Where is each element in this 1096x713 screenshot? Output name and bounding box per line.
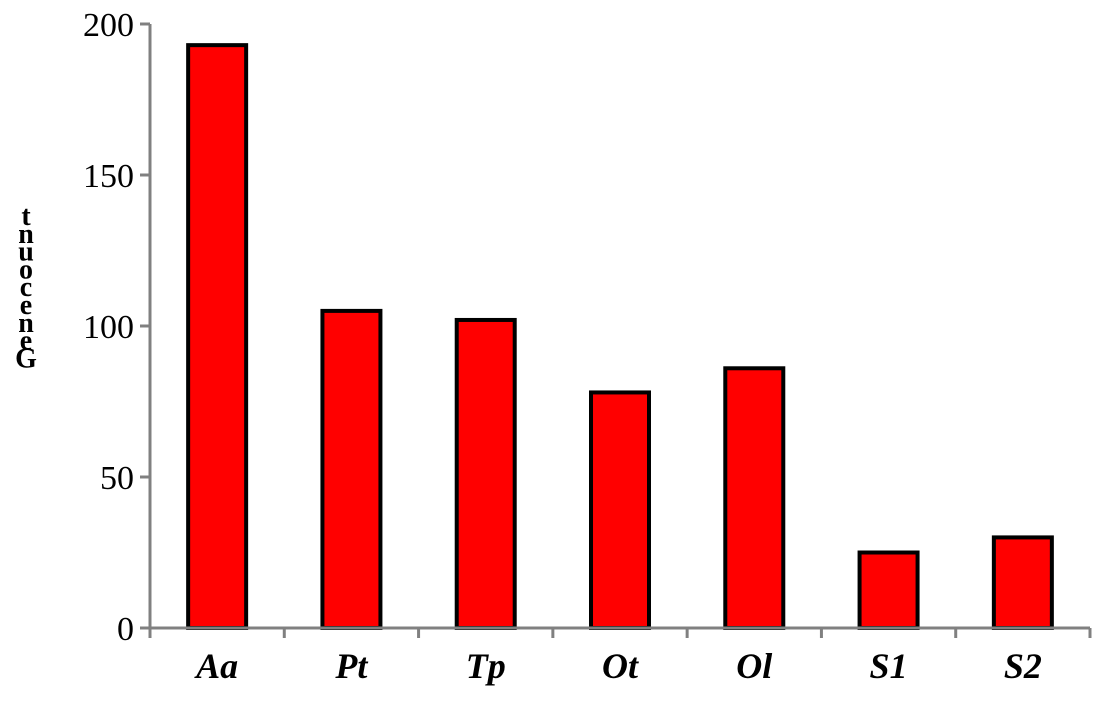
x-category-label: Ot — [602, 646, 639, 686]
bar-aa — [186, 43, 249, 630]
bar-tp — [454, 317, 517, 630]
bar-s1 — [857, 550, 920, 630]
y-tick-label: 200 — [83, 7, 134, 44]
axes-group — [140, 22, 1092, 638]
x-category-label: Tp — [466, 646, 506, 686]
bar-ot — [589, 390, 651, 630]
y-tick-label: 50 — [100, 460, 134, 497]
bars-group — [186, 43, 1054, 631]
x-category-label: Aa — [194, 646, 238, 686]
x-category-label: Pt — [334, 646, 368, 686]
labels-group: 0 50 100 150 200 Aa Pt Tp Ot Ol S1 S2 t n u o c e n e G — [15, 7, 1042, 686]
bar-s2 — [991, 535, 1054, 631]
y-tick-label: 0 — [117, 611, 134, 648]
x-category-label: Ol — [736, 646, 772, 686]
bar-pt — [320, 308, 383, 630]
x-category-label: S1 — [870, 646, 908, 686]
y-tick-label: 150 — [83, 158, 134, 195]
bar-ol — [723, 366, 786, 630]
x-category-label: S2 — [1004, 646, 1042, 686]
y-tick-label: 100 — [83, 309, 134, 346]
